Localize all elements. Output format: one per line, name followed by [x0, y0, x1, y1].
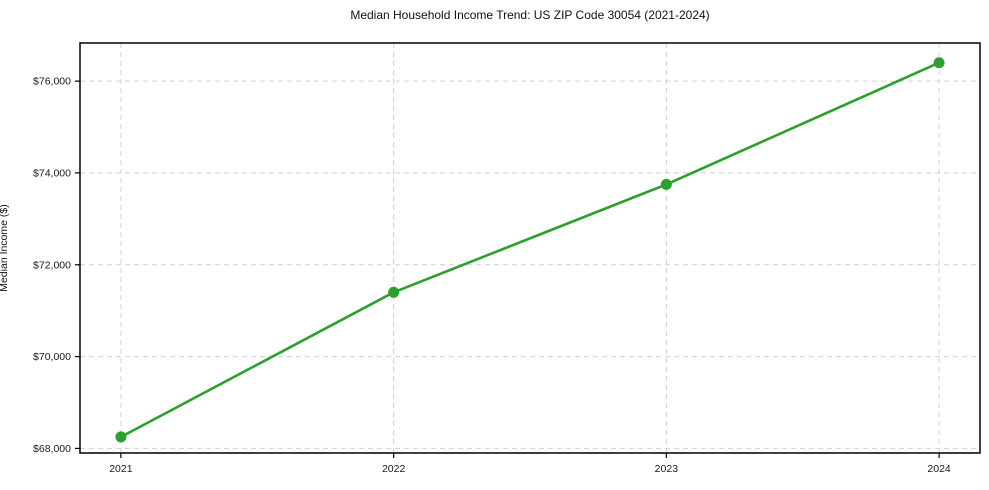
y-tick-label: $74,000 — [33, 167, 71, 179]
plot-border — [79, 42, 981, 454]
y-tick-label: $76,000 — [33, 76, 71, 88]
x-tick-label: 2022 — [382, 463, 406, 475]
y-tick-label: $72,000 — [33, 259, 71, 271]
data-point-marker — [933, 57, 945, 69]
chart-title: Median Household Income Trend: US ZIP Co… — [350, 8, 710, 22]
x-tick-label: 2024 — [927, 463, 951, 475]
y-tick-label: $68,000 — [33, 443, 71, 455]
data-point-marker — [660, 178, 672, 190]
x-tick-label: 2021 — [109, 463, 133, 475]
trend-line — [119, 61, 941, 439]
y-tick-label: $70,000 — [33, 351, 71, 363]
x-tick-label: 2023 — [655, 463, 679, 475]
data-point-marker — [388, 286, 400, 298]
data-point-marker — [115, 431, 127, 443]
